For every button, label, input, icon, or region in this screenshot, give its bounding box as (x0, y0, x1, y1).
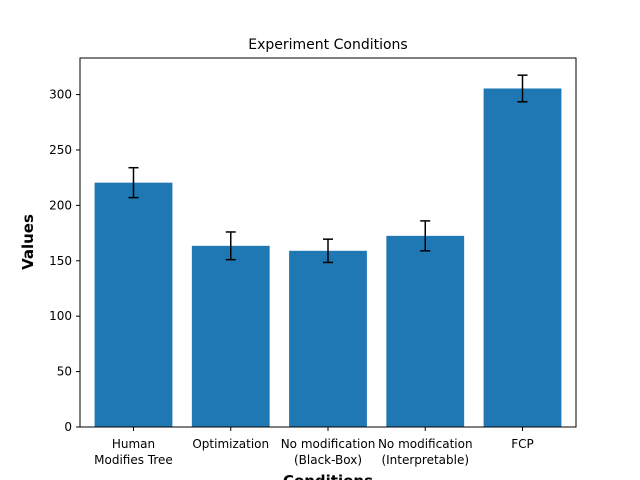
y-tick-label: 0 (64, 420, 72, 434)
bar (289, 250, 367, 427)
x-tick-label: FCP (511, 437, 534, 451)
x-tick-label: Optimization (192, 437, 269, 451)
bar (386, 235, 465, 427)
bar (191, 245, 270, 427)
x-tick-label: No modification (Black-Box) (281, 437, 376, 467)
x-axis-title: Conditions (283, 472, 373, 480)
y-tick-label: 250 (49, 143, 72, 157)
y-axis: 0 50 100 150 200 250 300 (49, 88, 80, 434)
x-tick-label: Human Modifies Tree (94, 437, 173, 467)
x-tick-label: No modification (Interpretable) (378, 437, 473, 467)
y-axis-title: Values (19, 214, 37, 270)
y-tick-label: 50 (57, 365, 72, 379)
chart-title: Experiment Conditions (248, 37, 407, 53)
y-tick-label: 300 (49, 88, 72, 102)
y-tick-label: 150 (49, 254, 72, 268)
y-tick-label: 100 (49, 309, 72, 323)
bar (94, 182, 173, 427)
bar-group (94, 88, 562, 428)
errorbar-group (128, 74, 528, 264)
y-tick-label: 200 (49, 198, 72, 212)
x-axis: Human Modifies Tree Optimization No modific… (94, 427, 534, 467)
bar (483, 88, 562, 428)
